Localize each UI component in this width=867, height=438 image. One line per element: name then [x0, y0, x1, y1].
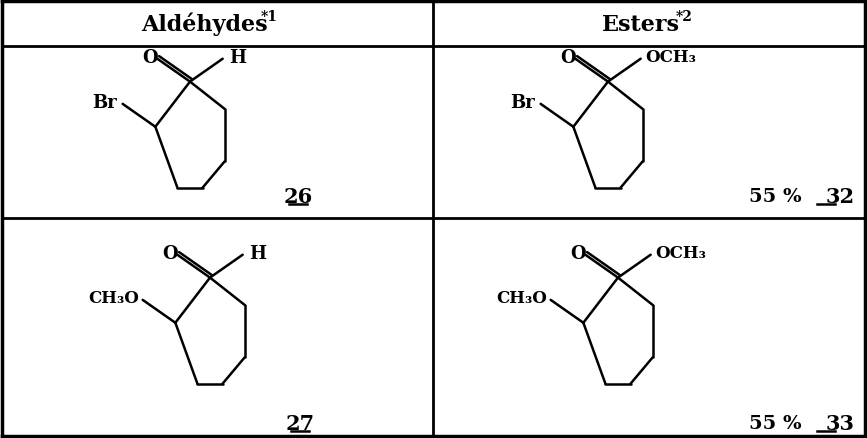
Text: 55 %: 55 % — [748, 187, 808, 205]
Text: 32: 32 — [826, 187, 855, 207]
Text: O: O — [560, 49, 576, 67]
Text: 55 %: 55 % — [748, 414, 808, 432]
Text: 27: 27 — [285, 413, 315, 433]
Text: O: O — [142, 49, 158, 67]
Text: CH₃O: CH₃O — [88, 290, 140, 307]
Text: *2: *2 — [675, 10, 693, 24]
Text: Aldéhydes: Aldéhydes — [141, 13, 268, 36]
Text: H: H — [249, 244, 266, 262]
Text: H: H — [229, 49, 246, 67]
Text: CH₃O: CH₃O — [497, 290, 548, 307]
Text: Br: Br — [93, 94, 117, 112]
Text: Br: Br — [511, 94, 536, 112]
Text: 33: 33 — [826, 413, 855, 433]
Text: OCH₃: OCH₃ — [655, 244, 706, 261]
Text: OCH₃: OCH₃ — [645, 49, 695, 66]
Text: *1: *1 — [261, 10, 278, 24]
Text: O: O — [570, 244, 586, 262]
Text: Esters: Esters — [602, 14, 680, 35]
Text: O: O — [162, 244, 178, 262]
Text: 26: 26 — [284, 187, 313, 207]
